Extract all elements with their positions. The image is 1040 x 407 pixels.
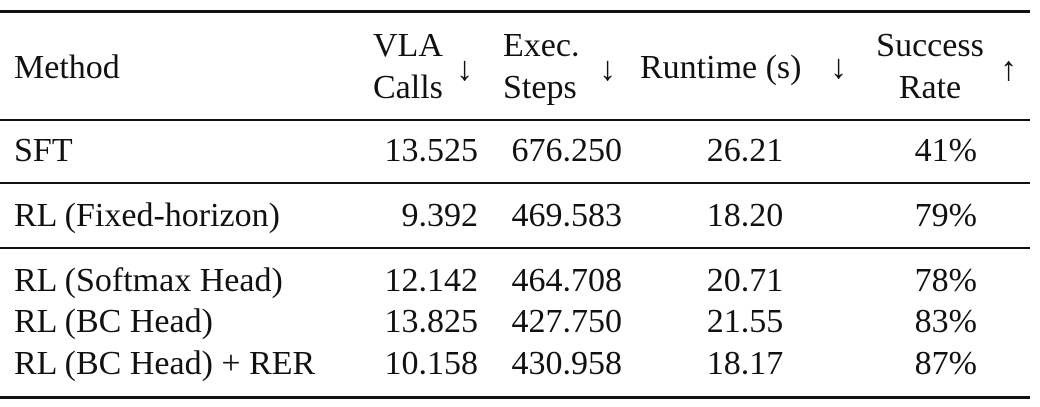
exec-steps-cell: 676.250 <box>511 132 623 169</box>
vla-calls-cell: 9.392 <box>401 197 479 234</box>
group-rule <box>0 182 1030 184</box>
success-rate-cell: 41% <box>914 132 977 169</box>
vla-calls-cell: 13.825 <box>384 303 479 340</box>
method-cell: SFT <box>14 132 73 169</box>
top-rule <box>0 10 1030 13</box>
header-label: Calls <box>373 69 443 106</box>
group-rule <box>0 247 1030 249</box>
exec-steps-cell: 430.958 <box>511 345 623 382</box>
method-cell: RL (Fixed-horizon) <box>14 197 280 234</box>
header-label: Rate <box>898 69 962 106</box>
header-label: Success <box>876 27 984 64</box>
success-rate-cell: 78% <box>914 262 977 299</box>
success-rate-cell: 79% <box>914 197 977 234</box>
success-rate-cell: 87% <box>914 345 977 382</box>
sort-arrow: ↑ <box>1000 51 1017 88</box>
sort-arrow: ↓ <box>456 51 473 88</box>
sort-arrow: ↓ <box>599 51 616 88</box>
header-rule <box>0 119 1030 121</box>
runtime-cell: 18.17 <box>706 345 784 382</box>
vla-calls-cell: 12.142 <box>384 262 479 299</box>
exec-steps-cell: 427.750 <box>511 303 623 340</box>
runtime-cell: 26.21 <box>706 132 784 169</box>
runtime-cell: 21.55 <box>706 303 784 340</box>
header-label: VLA <box>373 27 443 64</box>
header-label: Runtime (s) <box>640 49 802 86</box>
header-label: Steps <box>503 69 577 106</box>
bottom-rule <box>0 396 1030 399</box>
method-cell: RL (Softmax Head) <box>14 262 283 299</box>
success-rate-cell: 83% <box>914 303 977 340</box>
header-label: Exec. <box>503 27 580 64</box>
header-method: Method <box>14 49 120 86</box>
exec-steps-cell: 464.708 <box>511 262 623 299</box>
runtime-cell: 18.20 <box>706 197 784 234</box>
exec-steps-cell: 469.583 <box>511 197 623 234</box>
method-cell: RL (BC Head) + RER <box>14 345 316 382</box>
runtime-cell: 20.71 <box>706 262 784 299</box>
method-cell: RL (BC Head) <box>14 303 213 340</box>
vla-calls-cell: 13.525 <box>384 132 479 169</box>
sort-arrow: ↓ <box>830 49 847 86</box>
vla-calls-cell: 10.158 <box>384 345 479 382</box>
